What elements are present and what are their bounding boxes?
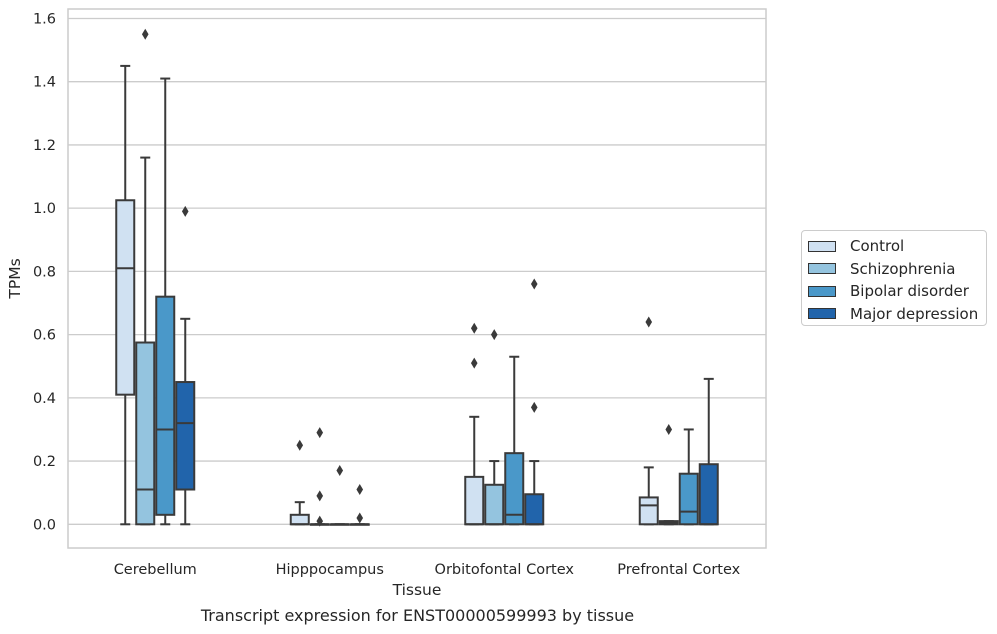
box-schizophrenia: [484, 329, 505, 526]
outlier-marker: [665, 423, 673, 435]
x-tick-label: Orbitofontal Cortex: [435, 562, 575, 578]
box: [698, 463, 719, 526]
box-major-depression: [524, 278, 545, 526]
outlier-marker: [645, 316, 653, 328]
y-tick-label: 0.6: [33, 328, 56, 344]
box-major-depression: [698, 377, 719, 526]
legend-label: Bipolar disorder: [850, 282, 969, 301]
outlier-marker: [470, 322, 478, 334]
legend-label: Schizophrenia: [850, 259, 956, 278]
box: [175, 381, 196, 491]
box: [135, 341, 156, 526]
y-tick-label: 0.8: [33, 264, 56, 280]
box: [289, 513, 310, 526]
box-control: [464, 322, 485, 526]
outlier-marker: [296, 439, 304, 451]
outlier-marker: [181, 205, 189, 217]
box: [484, 483, 505, 526]
legend-item-major-depression: Major depression: [808, 303, 986, 326]
box-major-depression: [175, 205, 196, 526]
y-tick-label: 1.4: [33, 75, 56, 91]
legend-item-bipolar-disorder: Bipolar disorder: [808, 280, 986, 303]
plot-area-frame: [67, 8, 767, 549]
legend-label: Control: [850, 237, 905, 256]
box-schizophrenia: [658, 423, 679, 526]
box: [155, 295, 176, 516]
box-bipolar-disorder: [155, 77, 176, 526]
x-tick-label: Prefrontal Cortex: [617, 562, 740, 578]
outlier-marker: [530, 401, 538, 413]
legend: Control Schizophrenia Bipolar disorder M…: [801, 230, 987, 326]
y-tick-label: 0.2: [33, 454, 56, 470]
box: [464, 475, 485, 526]
box: [678, 472, 699, 526]
legend-swatch: [808, 240, 836, 252]
box: [524, 493, 545, 526]
box: [115, 199, 136, 396]
outlier-marker: [530, 278, 538, 290]
outlier-marker: [316, 515, 324, 527]
box-bipolar-disorder: [329, 465, 350, 526]
x-tick-labels: Cerebellum Hipppocampus Orbitofontal Corte…: [114, 562, 741, 578]
y-tick-label: 0.0: [33, 517, 56, 533]
legend-swatch: [808, 263, 836, 275]
outlier-marker: [356, 512, 364, 524]
y-axis-title: TPMs: [6, 258, 24, 299]
box: [504, 452, 525, 526]
outlier-marker: [141, 28, 149, 40]
box-control: [289, 439, 310, 526]
box-bipolar-disorder: [678, 428, 699, 526]
box-schizophrenia: [135, 28, 156, 526]
y-tick-label: 1.2: [33, 138, 56, 154]
legend-swatch: [808, 308, 836, 320]
figure-caption: Transcript expression for ENST0000059999…: [200, 606, 635, 625]
y-tick-label: 1.6: [33, 11, 56, 27]
outlier-marker: [316, 490, 324, 502]
legend-swatch: [808, 285, 836, 297]
y-tick-label: 0.4: [33, 391, 56, 407]
outlier-marker: [356, 484, 364, 496]
box-schizophrenia: [309, 427, 330, 527]
box-series: [115, 28, 719, 527]
legend-item-control: Control: [808, 235, 986, 258]
outlier-marker: [490, 329, 498, 341]
y-tick-labels: 0.0 0.2 0.4 0.6 0.8 1.0 1.2 1.4 1.6: [33, 11, 56, 533]
box-control: [115, 64, 136, 526]
box: [638, 496, 659, 526]
box-major-depression: [349, 484, 370, 526]
x-tick-label: Cerebellum: [114, 562, 197, 578]
x-tick-label: Hipppocampus: [276, 562, 384, 578]
outlier-marker: [470, 357, 478, 369]
x-axis-title: Tissue: [392, 581, 442, 599]
box-control: [638, 316, 659, 526]
box-bipolar-disorder: [504, 355, 525, 526]
legend-item-schizophrenia: Schizophrenia: [808, 258, 986, 281]
outlier-marker: [336, 465, 344, 477]
outlier-marker: [316, 427, 324, 439]
y-tick-label: 1.0: [33, 201, 56, 217]
legend-label: Major depression: [850, 304, 979, 323]
